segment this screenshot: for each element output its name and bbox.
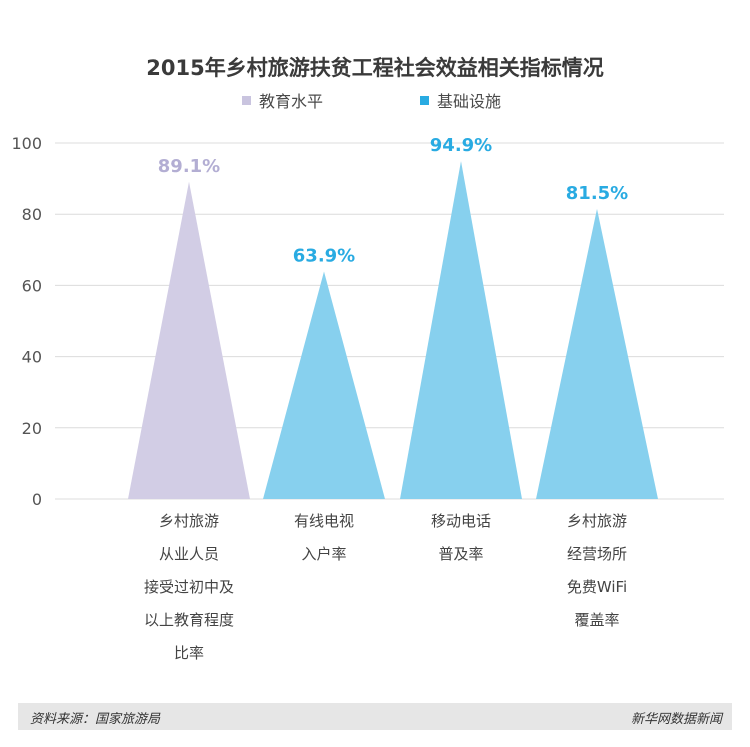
category-label: 移动电话 普及率 <box>386 505 536 571</box>
category-label-line: 从业人员 <box>158 545 219 563</box>
source-text: 资料来源：国家旅游局 <box>30 712 161 727</box>
brand-text: 新华网数据新闻 <box>630 712 722 727</box>
legend-item-infrastructure: 基础设施 <box>420 89 501 111</box>
footer-bar: 资料来源：国家旅游局 新华网数据新闻 <box>18 703 732 730</box>
legend-swatch-infrastructure <box>420 95 429 105</box>
y-tick-label: 0 <box>32 490 42 509</box>
legend-label-education: 教育水平 <box>259 92 324 111</box>
bar-triangle <box>536 208 658 500</box>
data-label: 63.9% <box>293 246 355 267</box>
chart-title: 2015年乡村旅游扶贫工程社会效益相关指标情况 <box>146 56 604 80</box>
bar-triangle <box>128 181 250 499</box>
category-label-line: 乡村旅游 <box>158 512 219 530</box>
category-label-line: 免费WiFi <box>566 578 628 596</box>
category-label-line: 普及率 <box>438 545 484 563</box>
data-label: 94.9% <box>430 135 492 156</box>
legend-label-infrastructure: 基础设施 <box>437 92 502 111</box>
data-label: 81.5% <box>566 183 628 204</box>
category-label-line: 入户率 <box>301 545 347 563</box>
category-label-line: 乡村旅游 <box>566 512 627 530</box>
legend-swatch-education <box>242 95 251 105</box>
category-label: 乡村旅游经营场所免费WiFi 覆盖率 <box>522 505 672 637</box>
legend-item-education: 教育水平 <box>242 89 323 111</box>
category-label-line: 以上教育程度 <box>143 611 234 629</box>
category-label-line: 覆盖率 <box>574 611 620 629</box>
y-tick-label: 80 <box>22 205 42 224</box>
category-label-line: 移动电话 <box>430 512 491 530</box>
y-tick-label: 100 <box>11 134 42 153</box>
category-label-line: 接受过初中及 <box>143 578 234 596</box>
bar-triangle <box>400 161 522 499</box>
category-label-line: 有线电视 <box>293 512 354 530</box>
data-label: 89.1% <box>158 156 220 177</box>
y-tick-label: 20 <box>22 419 42 438</box>
category-label: 乡村旅游从业人员接受过初中及 以上教育程度 比率 <box>114 505 264 670</box>
y-tick-label: 40 <box>22 348 42 367</box>
category-label: 有线电视 入户率 <box>249 505 399 571</box>
chart-plot: 0 20 40 60 80 100 89.1% 63.9% 94.9% 81.5% <box>11 134 724 509</box>
category-label-line: 比率 <box>173 644 204 662</box>
y-tick-label: 60 <box>22 276 42 295</box>
bar-triangle <box>263 271 385 499</box>
category-label-line: 经营场所 <box>566 545 627 563</box>
